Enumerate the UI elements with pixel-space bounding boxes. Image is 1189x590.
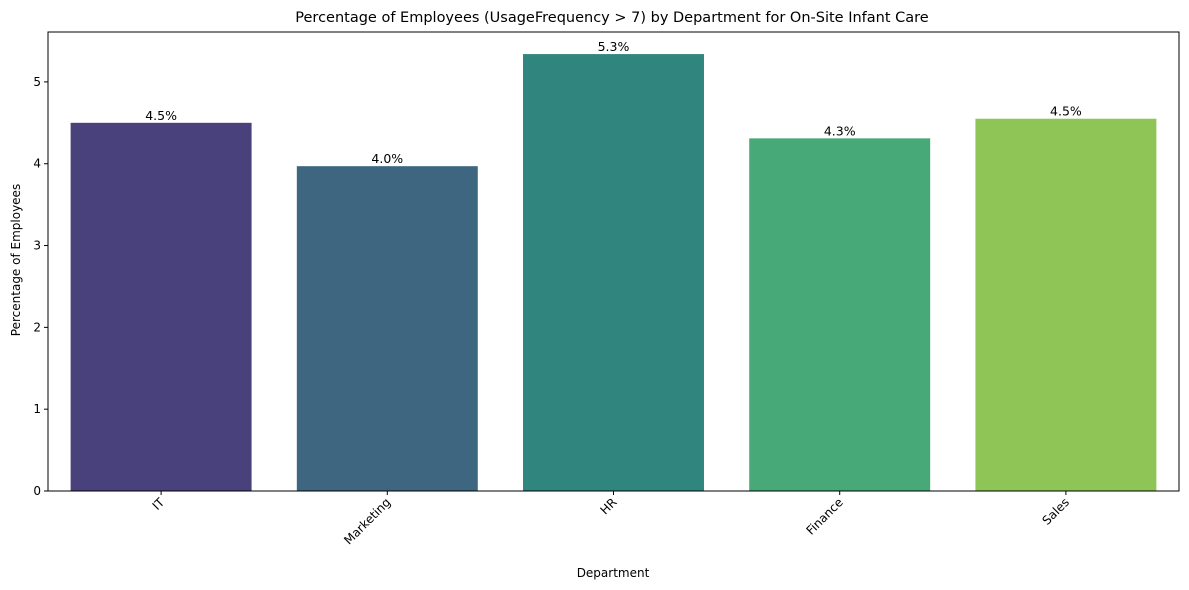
bar-marketing — [296, 166, 478, 491]
bar-finance — [749, 138, 931, 491]
y-tick-label-2: 2 — [33, 320, 41, 334]
data-label-it: 4.5% — [145, 108, 177, 123]
x-tick-label-sales: Sales — [1040, 495, 1072, 527]
y-tick-label-3: 3 — [33, 239, 41, 253]
chart-title: Percentage of Employees (UsageFrequency … — [295, 10, 929, 26]
plot-area: 4.5% 4.0% 5.3% 4.3% 4.5% 0 1 2 3 4 5 IT Marketing HR F… — [33, 31, 1180, 547]
y-tick-label-0: 0 — [33, 484, 41, 498]
data-label-marketing: 4.0% — [371, 151, 403, 166]
bar-sales — [975, 118, 1157, 492]
y-tick-label-5: 5 — [33, 75, 41, 89]
bar-it — [70, 122, 252, 492]
x-axis-label: Department — [577, 566, 650, 580]
data-label-hr: 5.3% — [598, 39, 630, 54]
y-axis-label: Percentage of Employees — [9, 184, 23, 336]
x-tick-label-marketing: Marketing — [341, 495, 393, 547]
x-tick-label-hr: HR — [597, 495, 619, 517]
data-label-sales: 4.5% — [1050, 104, 1082, 119]
x-tick-label-finance: Finance — [803, 495, 845, 537]
data-label-finance: 4.3% — [824, 123, 856, 138]
x-tick-label-it: IT — [150, 495, 168, 513]
y-tick-label-4: 4 — [33, 157, 41, 171]
y-tick-label-1: 1 — [33, 402, 41, 416]
bar-hr — [523, 54, 704, 491]
